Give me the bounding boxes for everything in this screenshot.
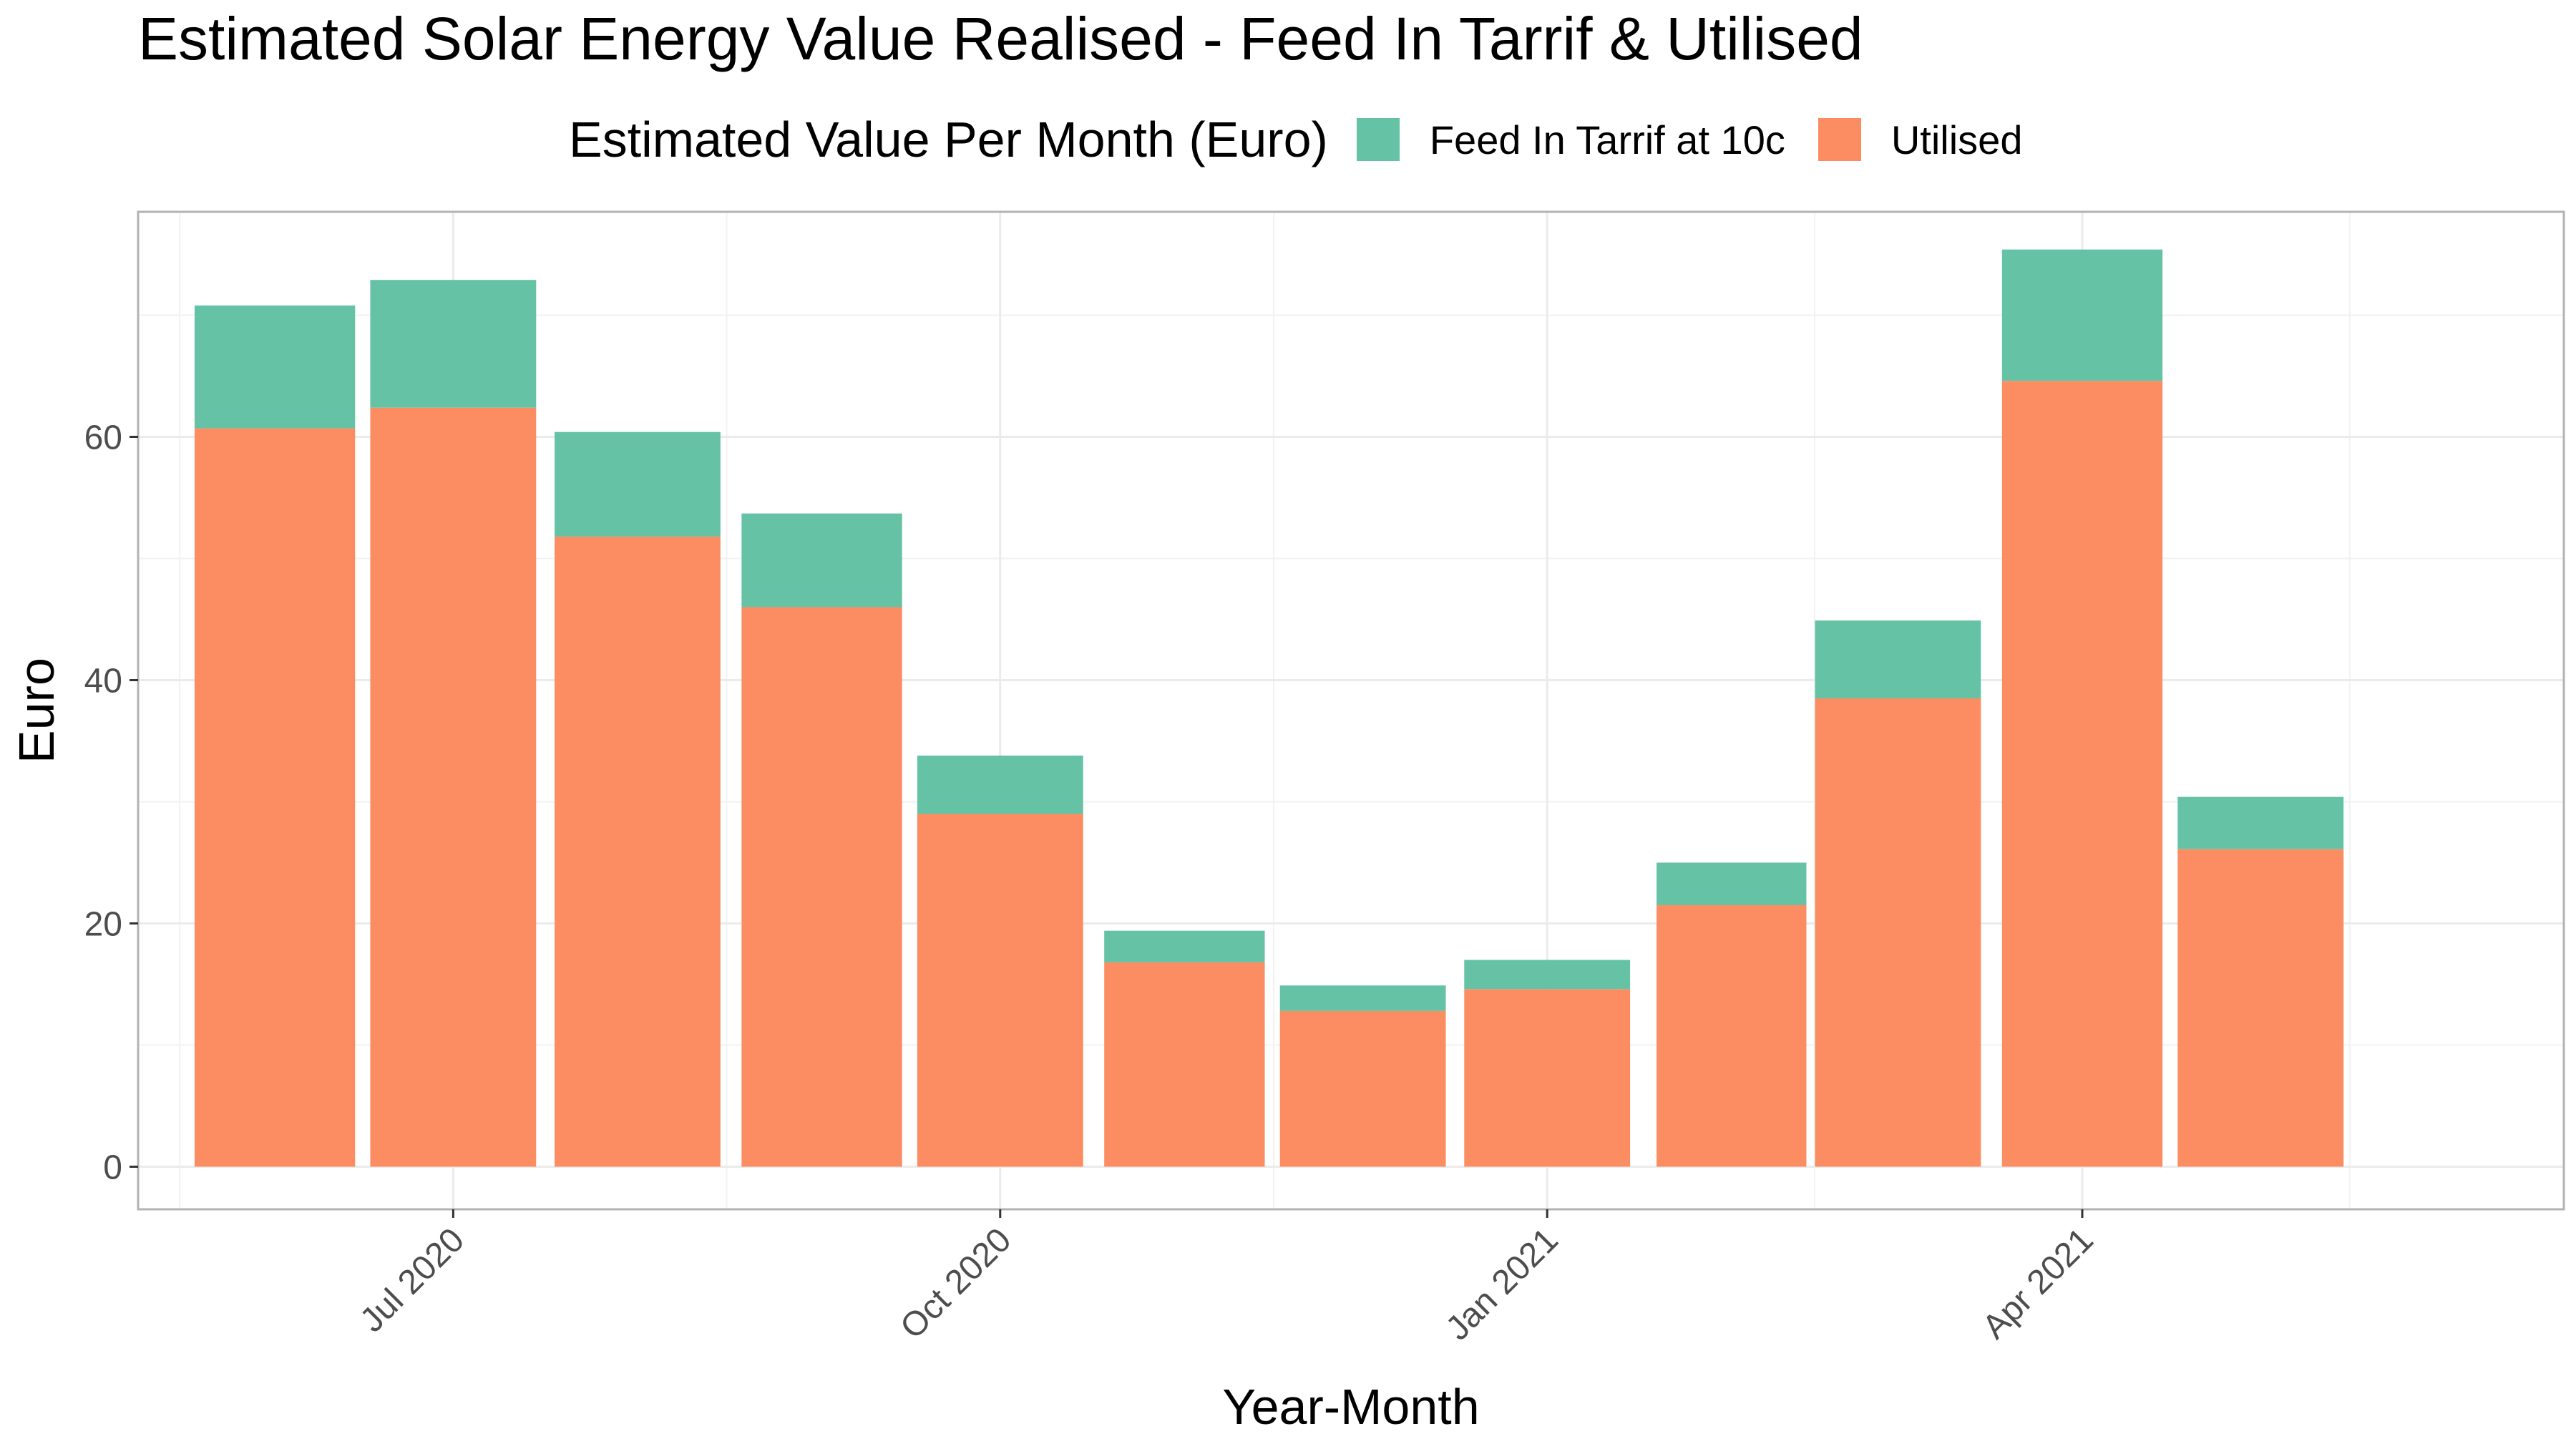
bar-utilised: [741, 607, 902, 1167]
bar-utilised: [1104, 962, 1265, 1167]
legend-label-feed-in-tarrif: Feed In Tarrif at 10c: [1429, 117, 1785, 162]
bar-utilised: [1657, 905, 1807, 1167]
y-tick-label: 0: [103, 1149, 122, 1187]
bar-utilised: [1279, 1010, 1446, 1167]
x-tick-label: Jul 2020: [353, 1221, 472, 1340]
x-tick-label: Apr 2021: [1976, 1221, 2101, 1346]
legend-key-feed-in-tarrif: [1356, 118, 1400, 161]
y-tick-label: 20: [84, 906, 122, 944]
legend: Estimated Value Per Month (Euro) Feed In…: [569, 107, 2055, 172]
bar-feed-in-tarrif: [555, 431, 721, 537]
bar-feed-in-tarrif: [2177, 796, 2344, 849]
bar-utilised: [2001, 381, 2163, 1167]
bar-feed-in-tarrif: [917, 755, 1083, 814]
bar-feed-in-tarrif: [1104, 930, 1265, 962]
bar-utilised: [370, 407, 537, 1167]
bar-feed-in-tarrif: [2001, 249, 2163, 381]
bars-layer: [194, 249, 2344, 1167]
bar-utilised: [1815, 698, 1981, 1167]
y-tick-label: 40: [84, 663, 122, 701]
y-tick-label: 60: [84, 419, 122, 457]
x-tick-label: Jan 2021: [1439, 1221, 1566, 1347]
bar-feed-in-tarrif: [1657, 862, 1807, 905]
bar-feed-in-tarrif: [370, 280, 537, 408]
bar-feed-in-tarrif: [741, 513, 902, 608]
bar-feed-in-tarrif: [194, 305, 356, 429]
legend-title: Estimated Value Per Month (Euro): [569, 112, 1328, 167]
bar-utilised: [917, 814, 1083, 1167]
x-axis-title: Year-Month: [1222, 1379, 1479, 1435]
bar-utilised: [1464, 989, 1631, 1167]
legend-key-utilised: [1818, 118, 1861, 161]
bar-utilised: [194, 428, 356, 1167]
bar-feed-in-tarrif: [1464, 960, 1631, 990]
bar-utilised: [555, 536, 721, 1167]
y-axis-title: Euro: [9, 658, 64, 763]
bar-feed-in-tarrif: [1279, 985, 1446, 1011]
bar-utilised: [2177, 849, 2344, 1167]
legend-label-utilised: Utilised: [1890, 117, 2023, 162]
x-tick-label: Oct 2020: [893, 1221, 1018, 1346]
bar-feed-in-tarrif: [1815, 620, 1981, 698]
chart-title: Estimated Solar Energy Value Realised - …: [138, 5, 1863, 72]
panel-border: [137, 210, 2565, 1211]
